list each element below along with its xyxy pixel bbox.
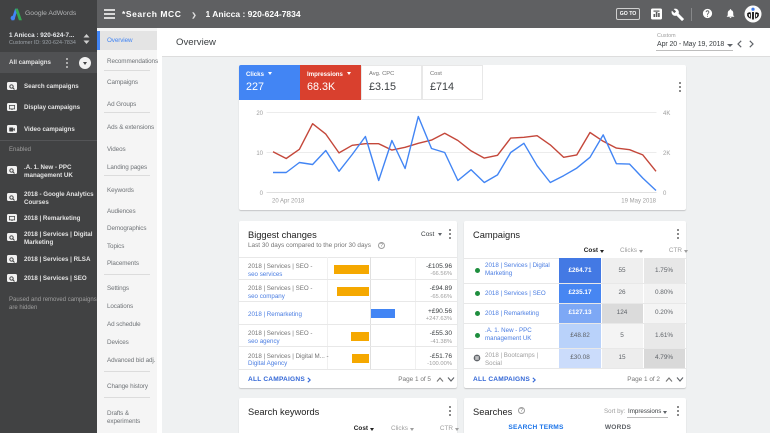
svg-text:19 May 2018: 19 May 2018 bbox=[621, 199, 656, 205]
svg-text:20 Apr 2018: 20 Apr 2018 bbox=[272, 199, 305, 205]
svg-text:4K: 4K bbox=[663, 111, 670, 117]
svg-text:0: 0 bbox=[260, 191, 264, 197]
svg-text:0: 0 bbox=[663, 191, 667, 197]
svg-text:10: 10 bbox=[256, 151, 263, 157]
svg-text:2K: 2K bbox=[663, 151, 670, 157]
svg-text:20: 20 bbox=[256, 111, 263, 117]
